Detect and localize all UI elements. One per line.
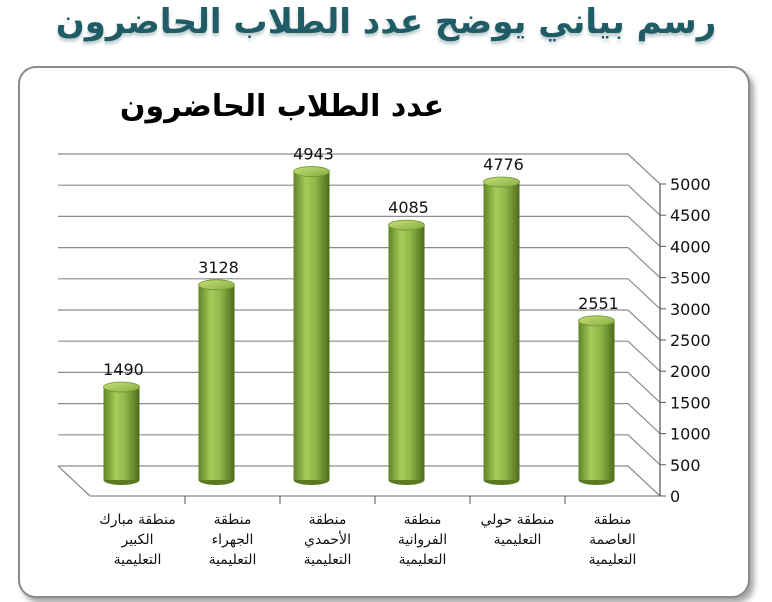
data-label: 4776 [483,155,524,174]
bar-cap [483,176,520,188]
bar-cap [198,279,235,291]
bar-body [388,225,425,480]
bar: 2551 [578,294,619,485]
grid-line-side [627,278,661,310]
chart-title: عدد الطلاب الحاضرون [120,89,444,124]
grid-line-side [627,215,661,247]
y-tick-label: 1000 [670,425,711,444]
grid-line-side [627,434,661,466]
data-label: 3128 [198,258,239,277]
y-tick-label: 2500 [670,331,711,350]
y-tick-label: 0 [670,487,680,506]
grid-line-side [627,340,661,372]
bar-body [578,320,615,480]
bar-cap [578,315,615,327]
bar-body [293,171,330,480]
grid-line-side [627,403,661,435]
bar-body [198,284,235,480]
y-tick-label: 500 [670,456,701,475]
data-label: 4943 [293,145,334,164]
bar-cap [388,219,425,231]
grid-line-side [627,184,661,216]
category-label: منطقة الجهراء التعليمية [209,512,257,568]
category-label: منطقة الأحمدي التعليمية [304,512,352,568]
bar: 4776 [483,155,524,485]
category-label: منطقة الفروانية التعليمية [398,512,447,568]
y-tick-label: 5000 [670,175,711,194]
y-axis-ticks: 0 500 1000 1500 2000 2500 3000 3500 4000 4500 5000 [660,175,711,506]
grid-line-side [627,247,661,279]
grid-line-side [627,153,661,185]
x-axis-categories: منطقة مبارك الكبير التعليمية منطقة الجهراء ال… [99,512,636,568]
data-label: 1490 [103,360,144,379]
grid-line-side [627,309,661,341]
chart-frame: عدد الطلاب الحاضرون 1490 3128 4943 4085 4776… [18,66,750,598]
bar-body [483,181,520,480]
y-tick-label: 3500 [670,269,711,288]
floor-edge [57,465,91,497]
category-label: منطقة حولي التعليمية [480,512,554,548]
data-label: 4085 [388,198,429,217]
bar: 4085 [388,198,429,485]
grid [57,153,661,504]
bar: 3128 [198,258,239,485]
y-tick-label: 4000 [670,237,711,256]
data-label: 2551 [578,294,619,313]
bar-cap [293,166,330,177]
category-label: منطقة مبارك الكبير التعليمية [99,512,176,568]
category-label: منطقة العاصمة التعليمية [589,512,637,568]
bar: 4943 [293,145,334,485]
page-title: رسم بياني يوضح عدد الطلاب الحاضرون [55,2,717,42]
bar-body [103,387,140,480]
bar: 1490 [103,360,144,485]
y-tick-label: 1500 [670,393,711,412]
y-tick-label: 2000 [670,362,711,381]
grid-line-side [627,465,661,497]
bars: 1490 3128 4943 4085 4776 2551 [103,145,619,485]
bar-cap [103,381,140,393]
bar-chart: عدد الطلاب الحاضرون 1490 3128 4943 4085 4776… [57,89,711,568]
y-tick-label: 3000 [670,300,711,319]
y-tick-label: 4500 [670,206,711,225]
grid-line-side [627,371,661,403]
